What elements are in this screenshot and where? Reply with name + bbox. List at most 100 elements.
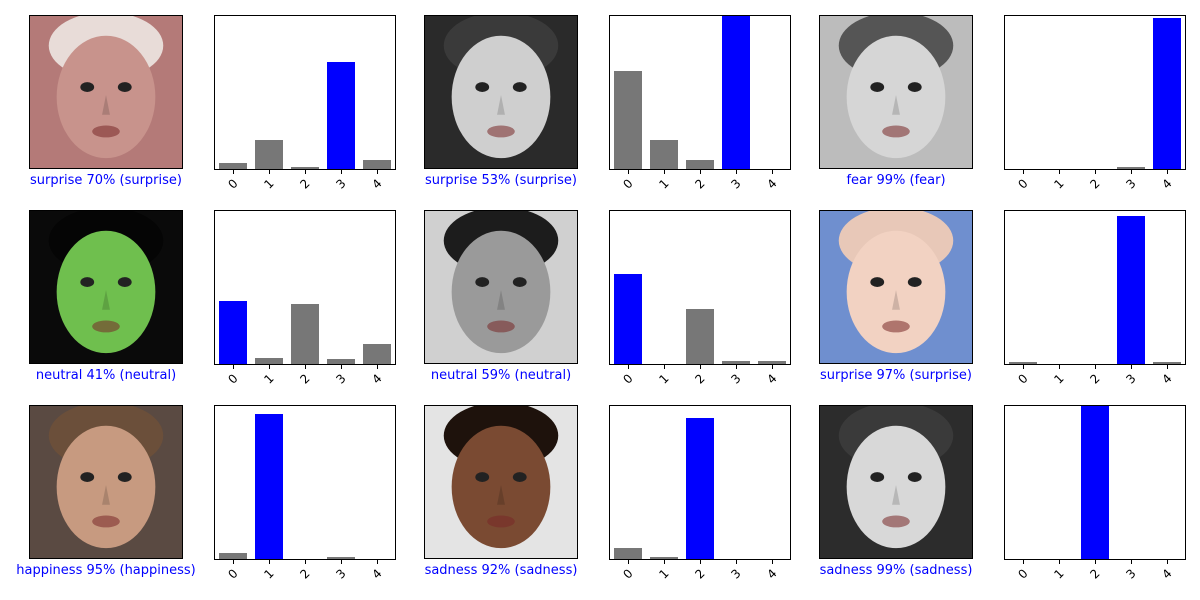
bar-3-0 [218, 301, 248, 364]
x-tick-5-1 [1059, 365, 1060, 369]
x-tick-label-0-2: 2 [297, 176, 313, 192]
x-tick-8-2 [1095, 560, 1096, 564]
x-tick-4-2 [700, 365, 701, 369]
x-tick-label-6-1: 1 [261, 566, 277, 582]
x-tick-label-3-3: 3 [333, 371, 349, 387]
x-tick-8-4 [1167, 560, 1168, 564]
x-tick-6-4 [377, 560, 378, 564]
x-tick-label-8-2: 2 [1087, 566, 1103, 582]
prediction-caption-2: fear 99% (fear) [846, 173, 946, 188]
bar-7-1 [649, 557, 679, 559]
x-tick-label-2-3: 3 [1123, 176, 1139, 192]
x-tick-label-8-3: 3 [1123, 566, 1139, 582]
bar-3-4 [362, 344, 392, 364]
prediction-caption-6: happiness 95% (happiness) [16, 563, 196, 578]
x-tick-label-0-1: 1 [261, 176, 277, 192]
x-tick-label-8-1: 1 [1051, 566, 1067, 582]
x-tick-2-3 [1131, 170, 1132, 174]
probability-bar-chart-2: 0 1 2 3 4 [1004, 15, 1186, 192]
bar-2-3 [1116, 167, 1146, 169]
x-tick-1-1 [664, 170, 665, 174]
x-tick-8-1 [1059, 560, 1060, 564]
bar-5-0 [1008, 362, 1038, 364]
x-tick-6-0 [233, 560, 234, 564]
bar-5-3 [1116, 215, 1146, 364]
bar-4-0 [613, 273, 643, 364]
x-tick-1-0 [628, 170, 629, 174]
x-tick-label-0-0: 0 [225, 176, 241, 192]
bar-0-2 [290, 167, 320, 169]
x-tick-8-3 [1131, 560, 1132, 564]
probability-bar-chart-5: 0 1 2 3 4 [1004, 210, 1186, 387]
face-image-0 [29, 15, 183, 169]
prediction-caption-5: surprise 97% (surprise) [820, 368, 972, 383]
x-tick-label-6-3: 3 [333, 566, 349, 582]
face-image-4 [424, 210, 578, 364]
x-tick-label-5-4: 4 [1159, 371, 1175, 387]
x-tick-4-1 [664, 365, 665, 369]
x-tick-0-2 [305, 170, 306, 174]
x-tick-label-3-1: 1 [261, 371, 277, 387]
x-tick-label-5-3: 3 [1123, 371, 1139, 387]
face-image-2 [819, 15, 973, 169]
x-tick-3-2 [305, 365, 306, 369]
x-tick-label-1-2: 2 [692, 176, 708, 192]
prediction-caption-4: neutral 59% (neutral) [430, 368, 572, 383]
x-tick-5-4 [1167, 365, 1168, 369]
bar-0-4 [362, 159, 392, 169]
x-tick-0-3 [341, 170, 342, 174]
x-tick-label-8-0: 0 [1015, 566, 1031, 582]
bar-4-2 [685, 308, 715, 364]
x-tick-3-1 [269, 365, 270, 369]
x-tick-2-1 [1059, 170, 1060, 174]
bar-3-3 [326, 359, 356, 364]
x-tick-label-1-3: 3 [728, 176, 744, 192]
x-tick-2-0 [1023, 170, 1024, 174]
x-tick-2-4 [1167, 170, 1168, 174]
x-tick-3-3 [341, 365, 342, 369]
x-tick-7-2 [700, 560, 701, 564]
x-tick-5-0 [1023, 365, 1024, 369]
bar-0-3 [326, 61, 356, 169]
x-tick-7-0 [628, 560, 629, 564]
face-image-5 [819, 210, 973, 364]
x-tick-label-2-2: 2 [1087, 176, 1103, 192]
x-tick-0-0 [233, 170, 234, 174]
x-tick-label-8-4: 4 [1159, 566, 1175, 582]
probability-bar-chart-8: 0 1 2 3 4 [1004, 405, 1186, 582]
prediction-caption-7: sadness 92% (sadness) [424, 563, 578, 578]
x-tick-8-0 [1023, 560, 1024, 564]
x-tick-label-0-3: 3 [333, 176, 349, 192]
bar-1-0 [613, 70, 643, 169]
x-tick-1-3 [736, 170, 737, 174]
bar-5-4 [1152, 362, 1182, 364]
x-tick-label-6-0: 0 [225, 566, 241, 582]
x-tick-label-4-0: 0 [620, 371, 636, 387]
bar-7-2 [685, 418, 715, 559]
face-image-3 [29, 210, 183, 364]
bar-7-0 [613, 548, 643, 559]
x-tick-5-2 [1095, 365, 1096, 369]
bar-8-2 [1080, 406, 1110, 559]
prediction-caption-1: surprise 53% (surprise) [425, 173, 577, 188]
prediction-caption-0: surprise 70% (surprise) [30, 173, 182, 188]
bar-1-3 [721, 16, 751, 169]
x-tick-label-7-3: 3 [728, 566, 744, 582]
prediction-caption-3: neutral 41% (neutral) [35, 368, 177, 383]
x-tick-label-4-3: 3 [728, 371, 744, 387]
bar-6-3 [326, 557, 356, 559]
x-tick-label-3-2: 2 [297, 371, 313, 387]
x-tick-label-2-4: 4 [1159, 176, 1175, 192]
x-tick-label-7-2: 2 [692, 566, 708, 582]
face-image-6 [29, 405, 183, 559]
x-tick-label-6-2: 2 [297, 566, 313, 582]
bar-1-1 [649, 140, 679, 169]
bar-6-0 [218, 552, 248, 559]
bar-3-1 [254, 357, 284, 364]
face-image-1 [424, 15, 578, 169]
